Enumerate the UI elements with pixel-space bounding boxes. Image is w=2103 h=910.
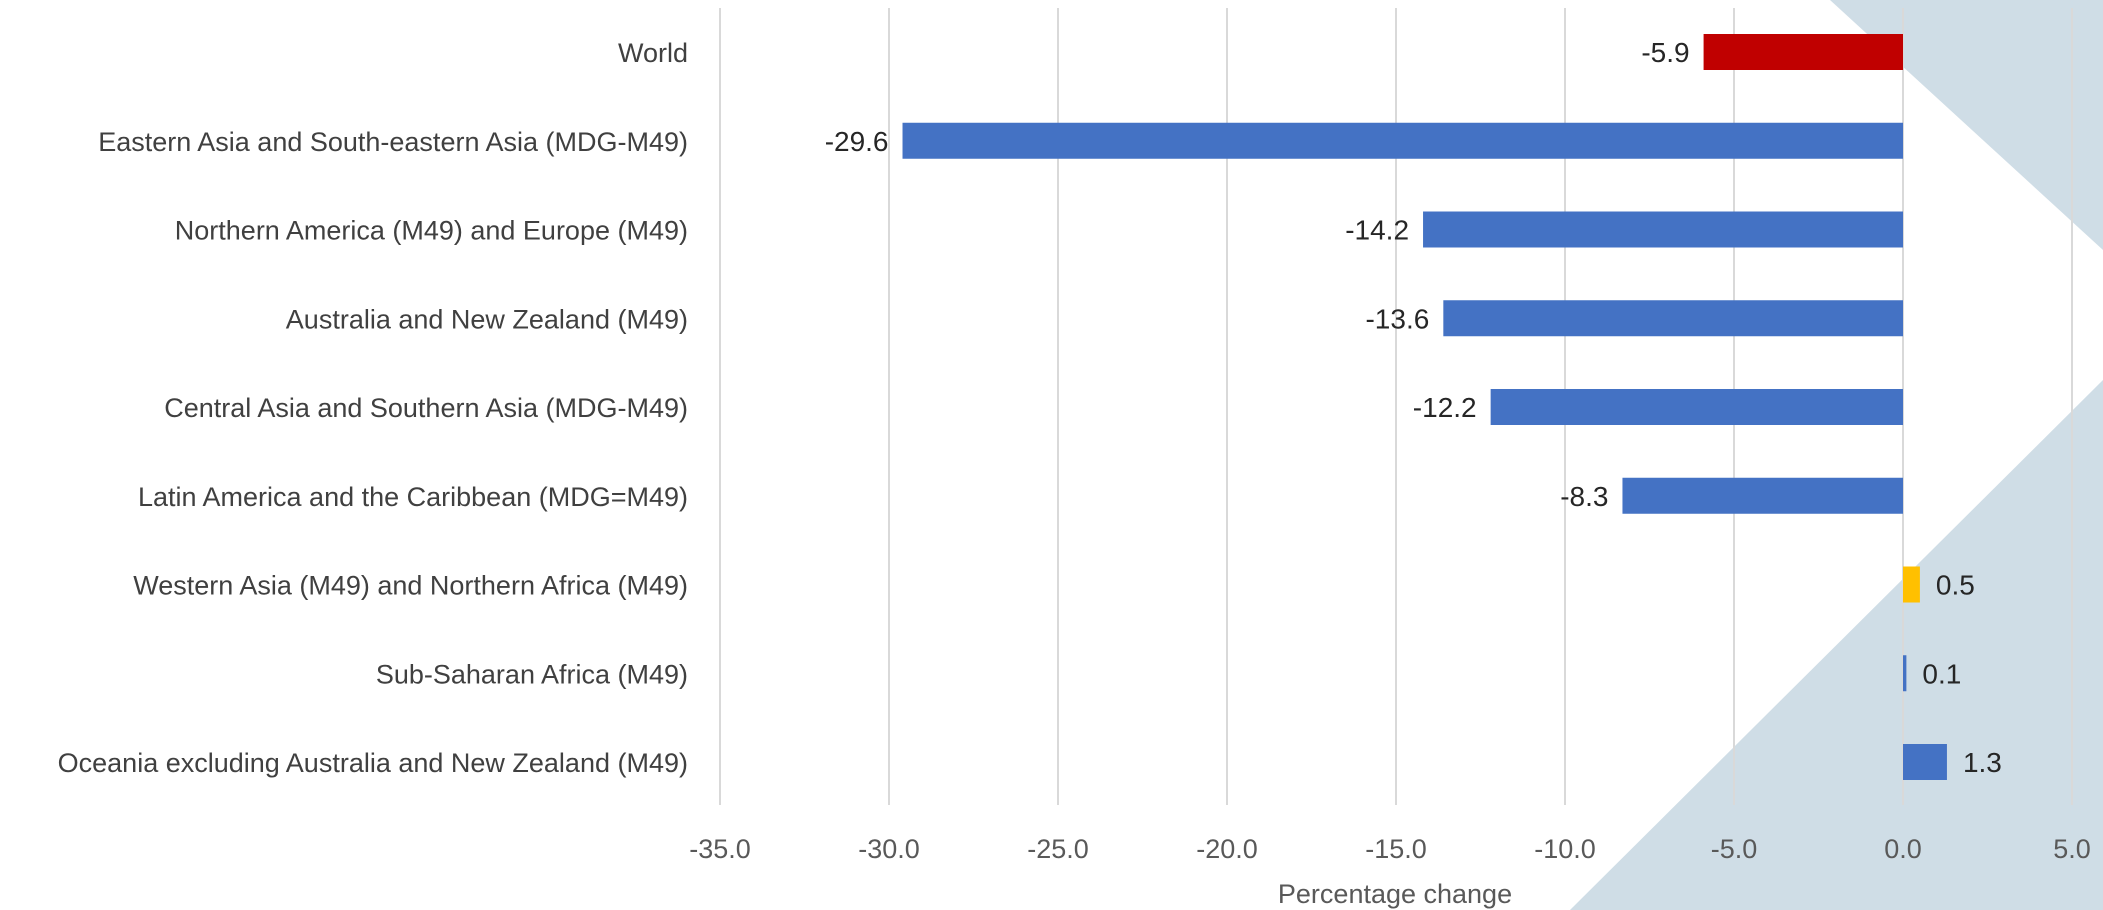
data-label: -13.6 (1365, 303, 1429, 334)
category-label: Central Asia and Southern Asia (MDG-M49) (164, 393, 688, 423)
data-label: -14.2 (1345, 215, 1409, 246)
data-label: -12.2 (1413, 392, 1477, 423)
x-tick-label: 5.0 (2053, 834, 2091, 864)
x-tick-label: -15.0 (1365, 834, 1427, 864)
bar (1903, 655, 1907, 692)
bar (1490, 389, 1903, 425)
category-label: Eastern Asia and South-eastern Asia (MDG… (98, 127, 688, 157)
category-label: Northern America (M49) and Europe (M49) (175, 216, 688, 246)
x-tick-label: -30.0 (858, 834, 920, 864)
bar (1703, 34, 1903, 70)
bar (1423, 211, 1903, 248)
data-label: -8.3 (1560, 481, 1608, 512)
bar (902, 122, 1903, 159)
data-label: 0.5 (1936, 570, 1975, 601)
category-label: World (618, 38, 688, 68)
x-tick-label: -20.0 (1196, 834, 1258, 864)
x-tick-label: -5.0 (1711, 834, 1758, 864)
x-tick-label: 0.0 (1884, 834, 1922, 864)
category-label: Western Asia (M49) and Northern Africa (… (133, 571, 688, 601)
x-axis-title: Percentage change (1278, 879, 1512, 909)
data-label: 0.1 (1922, 658, 1961, 689)
x-tick-label: -10.0 (1534, 834, 1596, 864)
labels: -35.0 -30.0 -25.0 -20.0 -15.0 -10.0 -5.0 0.0 5.0… (58, 37, 2091, 864)
bar (1443, 300, 1903, 337)
data-label: 1.3 (1963, 747, 2002, 778)
category-label: Australia and New Zealand (M49) (286, 304, 688, 334)
category-label: Sub-Saharan Africa (M49) (376, 659, 688, 689)
category-label: Oceania excluding Australia and New Zeal… (58, 748, 688, 778)
x-tick-label: -35.0 (689, 834, 751, 864)
background-decoration-bottom (1570, 380, 2103, 910)
data-label: -5.9 (1641, 37, 1689, 68)
bar (1903, 566, 1920, 603)
data-label: -29.6 (825, 126, 889, 157)
bar (1903, 744, 1947, 780)
category-label: Latin America and the Caribbean (MDG=M49… (138, 482, 688, 512)
x-tick-label: -25.0 (1027, 834, 1089, 864)
bar (1622, 477, 1903, 514)
bars (902, 34, 1947, 780)
